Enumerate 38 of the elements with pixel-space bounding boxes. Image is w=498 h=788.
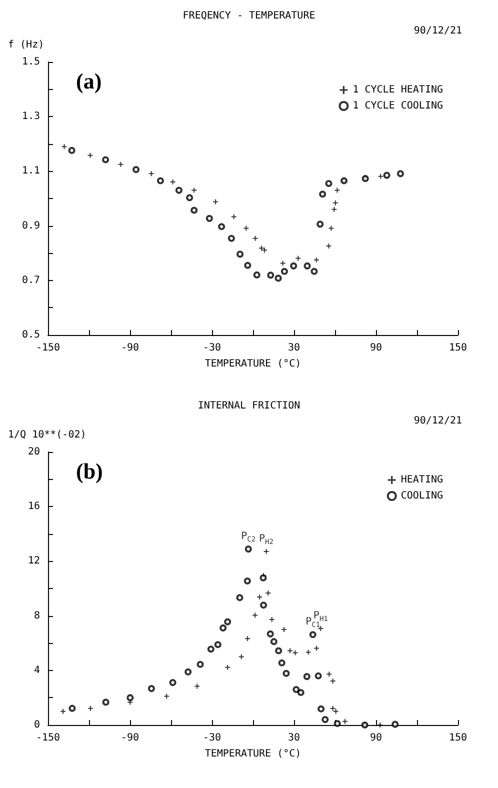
y-tick-label: 0.5 xyxy=(22,330,40,340)
annotation: (b) xyxy=(76,458,103,484)
y-tick-label: 4 xyxy=(34,664,40,676)
legend-label: HEATING xyxy=(400,474,444,486)
x-axis-title: TEMPERATURE (°C) xyxy=(204,748,302,760)
chart-title: INTERNAL FRICTION xyxy=(198,400,300,412)
x-tick-label: 150 xyxy=(448,342,468,354)
y-tick-label: 1.5 xyxy=(22,56,40,68)
y-tick-label: 0 xyxy=(34,720,40,730)
x-tick-label: 30 xyxy=(288,342,300,354)
y-tick-label: 12 xyxy=(28,556,40,567)
legend-label: 1 CYCLE COOLING xyxy=(352,100,444,112)
x-tick-label: -30 xyxy=(202,342,222,354)
x-tick-label: -90 xyxy=(120,732,140,744)
y-tick-label: 8 xyxy=(34,610,40,622)
x-tick-label: -30 xyxy=(202,732,222,744)
y-tick-label: 20 xyxy=(28,446,40,458)
x-axis-title: TEMPERATURE (°C) xyxy=(204,358,302,370)
y-tick-label: 16 xyxy=(28,501,40,512)
text: 90/12/21 xyxy=(414,26,462,36)
y-tick-label: 1.1 xyxy=(22,166,40,177)
text: 90/12/21 xyxy=(414,416,462,426)
x-tick-label: -90 xyxy=(120,342,140,354)
x-tick-label: -150 xyxy=(36,342,60,354)
x-tick-label: 30 xyxy=(288,732,300,744)
chart-title: FREQENCY - TEMPERATURE xyxy=(182,10,316,22)
y-tick-label: 1.3 xyxy=(22,111,40,122)
legend-label: COOLING xyxy=(400,490,444,502)
y-axis-title: 1/Q 10**(-02) xyxy=(8,430,86,440)
x-tick-label: 150 xyxy=(448,732,468,744)
legend-label: 1 CYCLE HEATING xyxy=(352,84,444,96)
x-tick-label: 90 xyxy=(370,732,382,744)
x-tick-label: 90 xyxy=(370,342,382,354)
annotation: (a) xyxy=(76,68,102,94)
x-tick-label: -150 xyxy=(36,732,60,744)
y-axis-title: f (Hz) xyxy=(8,40,44,50)
y-tick-label: 0.9 xyxy=(22,220,40,232)
y-tick-label: 0.7 xyxy=(22,274,40,286)
